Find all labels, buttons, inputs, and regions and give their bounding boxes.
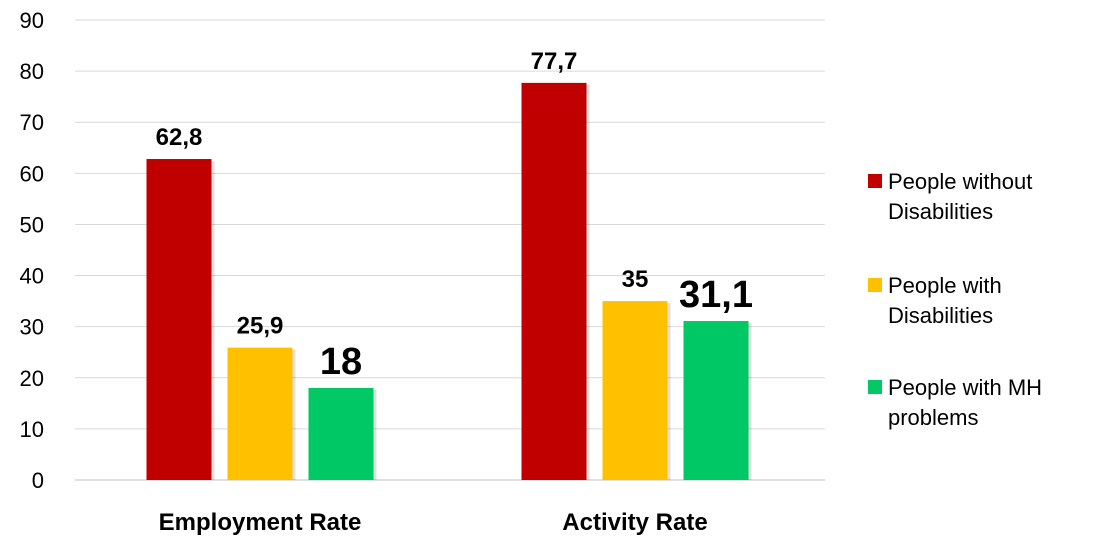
y-tick-label: 70	[20, 110, 44, 135]
data-label: 25,9	[237, 313, 284, 340]
bar	[227, 347, 293, 480]
data-label: 35	[622, 266, 649, 293]
legend-swatch	[868, 278, 882, 292]
legend-label: People without Disabilities	[888, 169, 1032, 224]
legend-label: People with Disabilities	[888, 273, 1002, 328]
bar	[683, 321, 749, 480]
y-tick-label: 30	[20, 315, 44, 340]
y-tick-label: 80	[20, 59, 44, 84]
y-tick-label: 60	[20, 161, 44, 186]
data-labels: 62,8 77,7 25,9 35 18 31,1	[156, 48, 753, 383]
y-tick-label: 0	[32, 468, 44, 493]
y-tick-label: 90	[20, 8, 44, 33]
data-label: 62,8	[156, 124, 203, 151]
category-label: Employment Rate	[159, 509, 362, 536]
legend: People without Disabilities People with Dis…	[868, 169, 1042, 430]
data-label: 31,1	[679, 274, 753, 316]
bars	[146, 82, 752, 480]
legend-swatch	[868, 380, 882, 394]
legend-label: People with MH problems	[888, 375, 1042, 430]
category-label: Activity Rate	[562, 509, 707, 536]
data-label: 18	[320, 341, 362, 383]
y-tick-label: 10	[20, 417, 44, 442]
y-tick-label: 40	[20, 264, 44, 289]
x-axis-categories: Employment Rate Activity Rate	[159, 509, 708, 536]
y-tick-label: 50	[20, 212, 44, 237]
y-tick-label: 20	[20, 366, 44, 391]
data-label: 77,7	[531, 48, 578, 75]
y-axis-ticks: 0 10 20 30 40 50 60 70 80 90	[20, 8, 44, 493]
bar	[521, 82, 587, 480]
bar	[308, 388, 374, 480]
bar	[602, 301, 668, 480]
bar	[146, 159, 212, 480]
legend-swatch	[868, 174, 882, 188]
